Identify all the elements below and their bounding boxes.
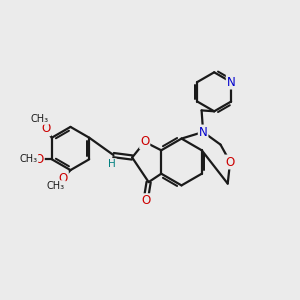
Text: CH₃: CH₃ bbox=[30, 114, 48, 124]
Text: N: N bbox=[199, 125, 208, 139]
Text: O: O bbox=[141, 194, 150, 207]
Text: H: H bbox=[108, 159, 116, 169]
Text: O: O bbox=[58, 172, 68, 184]
Text: O: O bbox=[226, 155, 235, 169]
Text: CH₃: CH₃ bbox=[19, 154, 38, 164]
Text: O: O bbox=[140, 135, 149, 148]
Text: CH₃: CH₃ bbox=[47, 181, 65, 191]
Text: N: N bbox=[227, 76, 236, 88]
Text: O: O bbox=[41, 122, 50, 135]
Text: O: O bbox=[34, 153, 44, 166]
